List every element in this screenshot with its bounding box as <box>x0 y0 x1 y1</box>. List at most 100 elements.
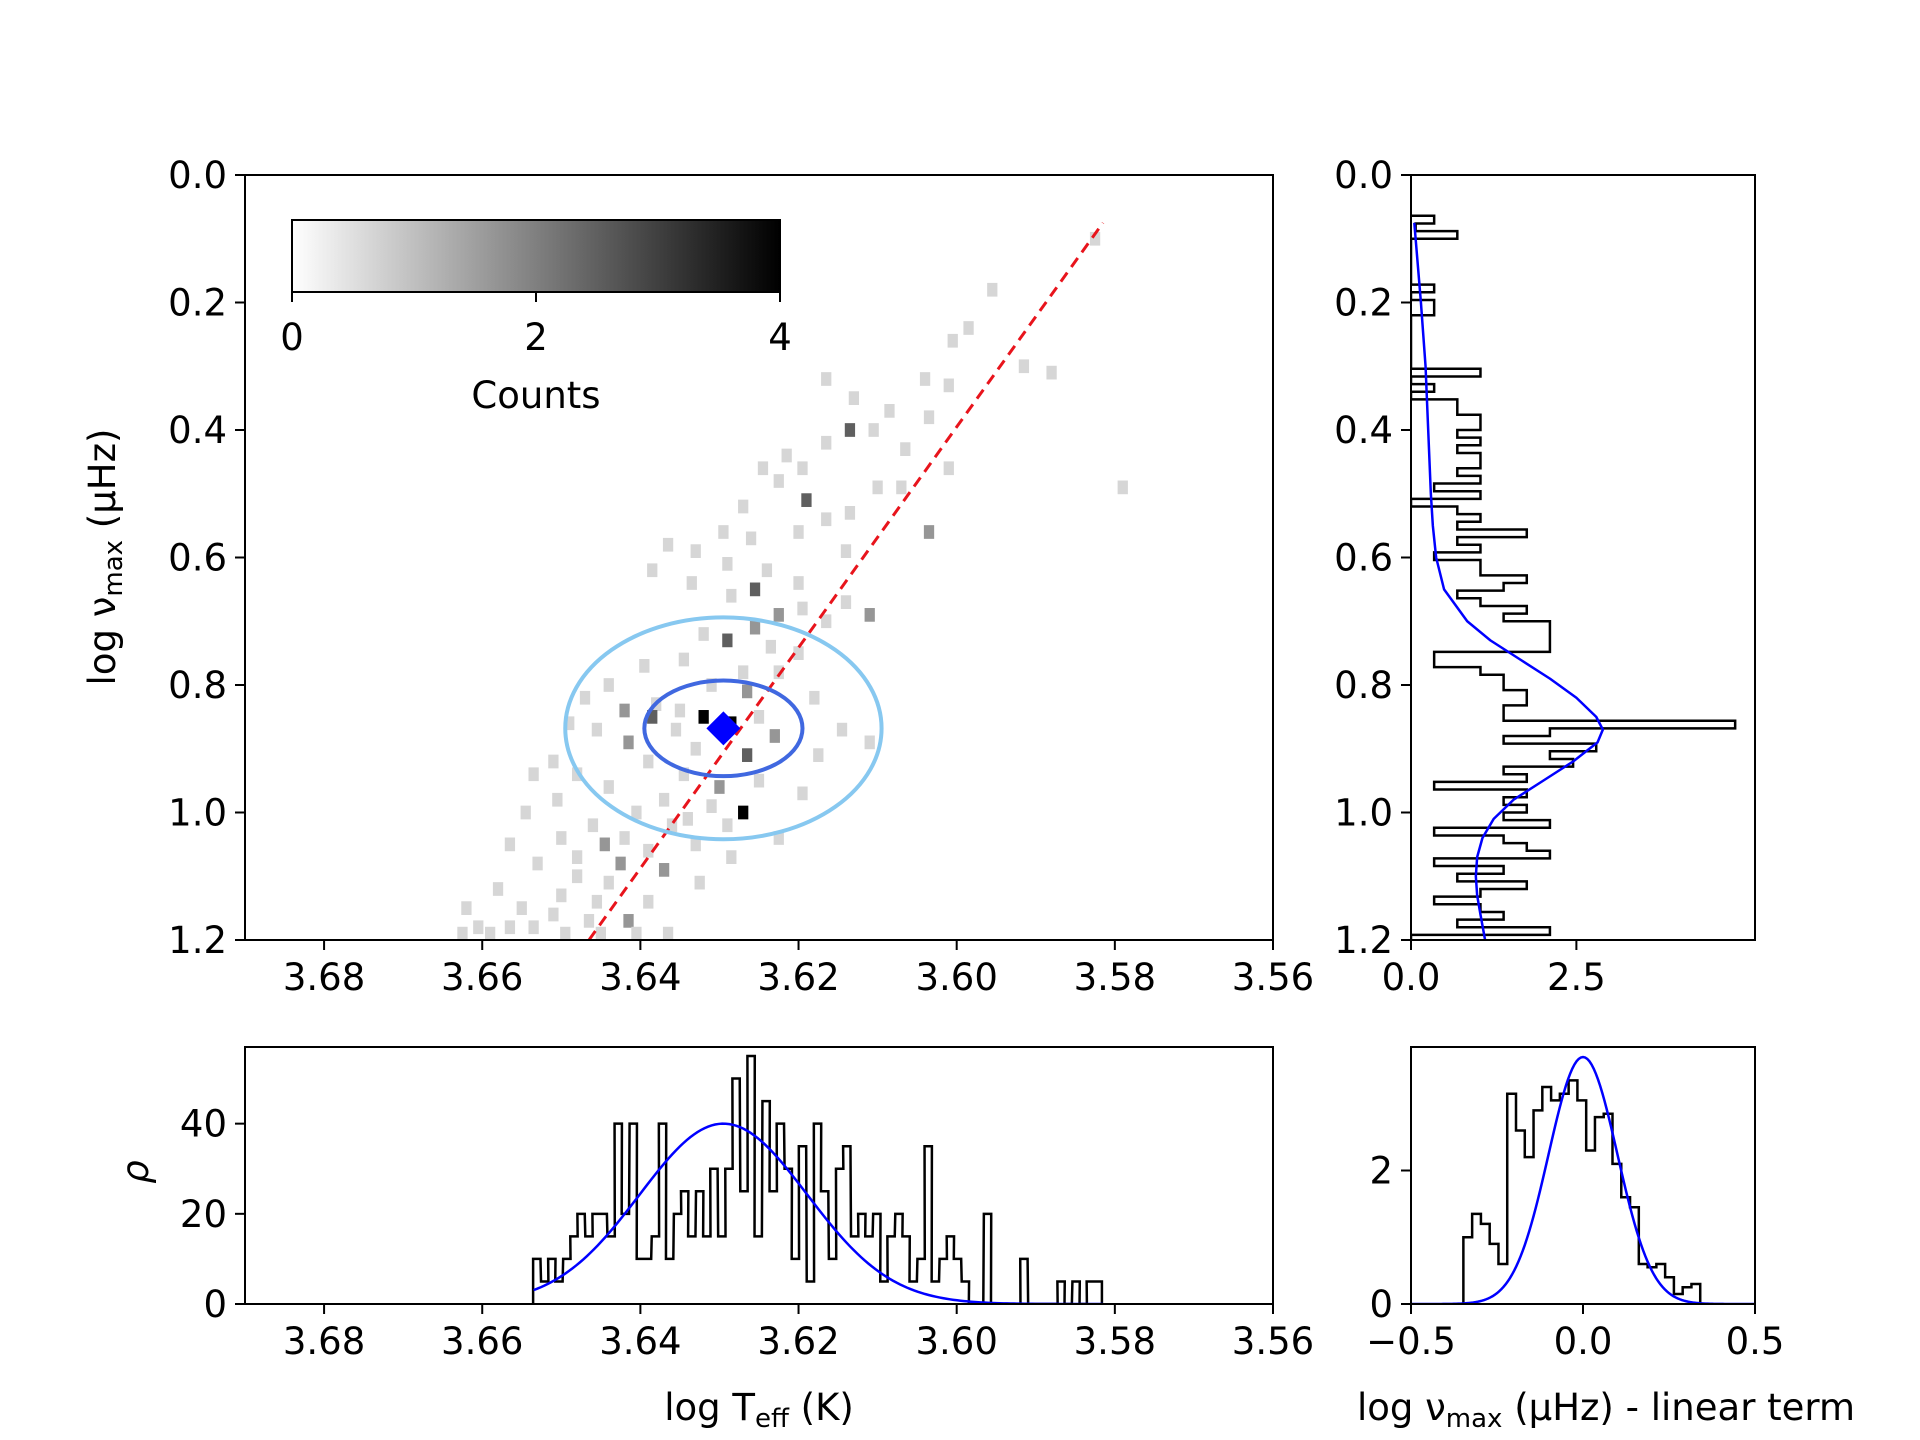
heatmap-cell <box>745 531 757 546</box>
right-histogram-panel: 0.0 2.5 0.0 0.2 0.4 0.6 0.8 1.0 1.2 <box>1334 154 1756 999</box>
heatmap-cell <box>666 818 678 833</box>
main-y-tick-label: 1.2 <box>168 919 227 962</box>
heatmap-cell <box>504 837 516 852</box>
heatmap-cell <box>678 767 690 782</box>
heatmap-cell <box>643 843 654 858</box>
main-y-tick-label: 0.8 <box>168 664 227 707</box>
heatmap-cell <box>571 850 583 864</box>
heatmap-cell <box>726 588 737 603</box>
heatmap-cell <box>718 525 729 539</box>
right-y-tick-label: 0.6 <box>1334 537 1393 580</box>
right-y-tick-label: 0.8 <box>1334 664 1393 707</box>
heatmap-cell <box>698 627 709 641</box>
heatmap-cell <box>923 410 935 425</box>
heatmap-cell <box>603 780 614 794</box>
heatmap-cell <box>821 512 832 527</box>
outer-ellipse <box>563 615 884 842</box>
heatmap-cell <box>457 926 468 940</box>
heatmap-cell <box>690 741 701 756</box>
heatmap-cell <box>548 907 559 922</box>
heatmap-cell <box>520 805 531 820</box>
heatmap-cell <box>761 563 773 578</box>
heatmap-cell <box>840 544 852 558</box>
heatmap-cell <box>678 652 690 667</box>
heatmap-cell <box>647 563 658 578</box>
heatmap-cell <box>556 831 567 845</box>
heatmap-cell <box>587 818 599 833</box>
heatmap-cell <box>821 435 832 450</box>
main-x-tick-label: 3.66 <box>441 956 523 999</box>
heatmap-cell <box>738 805 749 820</box>
heatmap-cell <box>619 703 630 718</box>
heatmap-cell <box>670 722 682 737</box>
right-histogram-steps <box>1411 214 1737 940</box>
residual-y-ticks: 02 <box>1369 1149 1411 1326</box>
heatmap-cell <box>793 576 804 590</box>
residual-y-tick-label: 2 <box>1369 1149 1393 1192</box>
heatmap-cell <box>591 894 603 909</box>
heatmap-cell <box>753 710 765 724</box>
heatmap-cell <box>793 646 804 660</box>
main-x-tick-label: 3.56 <box>1232 956 1314 999</box>
heatmap-cell <box>690 837 701 852</box>
heatmap-cell <box>1117 480 1128 495</box>
heatmap-cell <box>809 690 820 705</box>
heatmap-cell <box>639 659 650 673</box>
heatmap-cell <box>528 920 539 935</box>
bottom-x-tick-label: 3.68 <box>283 1320 365 1363</box>
residual-histogram-steps <box>1462 1079 1702 1304</box>
heatmap-cell <box>919 372 931 386</box>
bottom-histogram-steps <box>531 1054 1104 1304</box>
heatmap-cell <box>560 926 571 940</box>
main-y-axis-label: log νmax (μHz) <box>81 429 129 686</box>
right-y-tick-label: 0.2 <box>1334 282 1393 325</box>
residual-x-tick-label: 0.0 <box>1554 1320 1613 1363</box>
colorbar-label: Counts <box>471 374 600 417</box>
bottom-y-axis-label: ρ <box>114 1160 157 1184</box>
heatmap-cell <box>722 818 733 833</box>
heatmap-cell <box>738 665 749 680</box>
heatmap-cell <box>658 863 670 877</box>
heatmap-cell <box>706 678 717 692</box>
main-x-tick-label: 3.60 <box>915 956 997 999</box>
residual-x-axis-label: log νmax (μHz) - linear term <box>1357 1386 1855 1434</box>
heatmap-cell <box>773 665 784 680</box>
main-x-tick-label: 3.64 <box>599 956 681 999</box>
heatmap-cell <box>773 474 784 488</box>
heatmap-cell <box>706 799 717 813</box>
heatmap-cell <box>686 576 697 590</box>
heatmap-cell <box>840 595 852 609</box>
heatmap-cell <box>753 773 765 788</box>
heatmap-cell <box>552 792 563 807</box>
residual-y-tick-label: 0 <box>1369 1283 1393 1326</box>
heatmap-cell <box>738 499 749 514</box>
heatmap-cell <box>682 812 693 826</box>
heatmap-cell <box>615 856 626 871</box>
right-fit-curve <box>1413 222 1605 940</box>
heatmap-cell <box>872 480 883 495</box>
heatmap-cell <box>900 442 911 456</box>
heatmap-cell <box>694 875 705 890</box>
heatmap-cell <box>461 901 472 915</box>
bottom-x-tick-label: 3.58 <box>1074 1320 1156 1363</box>
bottom-y-tick-label: 0 <box>203 1283 227 1326</box>
heatmap-cell <box>757 461 769 476</box>
bottom-x-tick-label: 3.60 <box>915 1320 997 1363</box>
bottom-x-tick-label: 3.62 <box>757 1320 839 1363</box>
heatmap-cell <box>623 735 634 750</box>
right-y-tick-label: 0.4 <box>1334 409 1393 452</box>
heatmap-cell <box>579 690 591 705</box>
heatmap-cell <box>591 722 603 737</box>
heatmap-cell <box>603 678 614 692</box>
heatmap-cell <box>836 722 848 737</box>
heatmap-cell <box>516 901 527 915</box>
bottom-x-tick-label: 3.66 <box>441 1320 523 1363</box>
heatmap-cells <box>457 231 1128 940</box>
heatmap-cell <box>896 480 907 495</box>
main-y-ticks: 0.0 0.2 0.4 0.6 0.8 1.0 1.2 <box>168 154 245 962</box>
colorbar-ticks: 0 2 4 <box>280 292 792 359</box>
main-overlay <box>563 221 1105 940</box>
heatmap-cell <box>532 856 543 871</box>
heatmap-cell <box>528 767 539 782</box>
